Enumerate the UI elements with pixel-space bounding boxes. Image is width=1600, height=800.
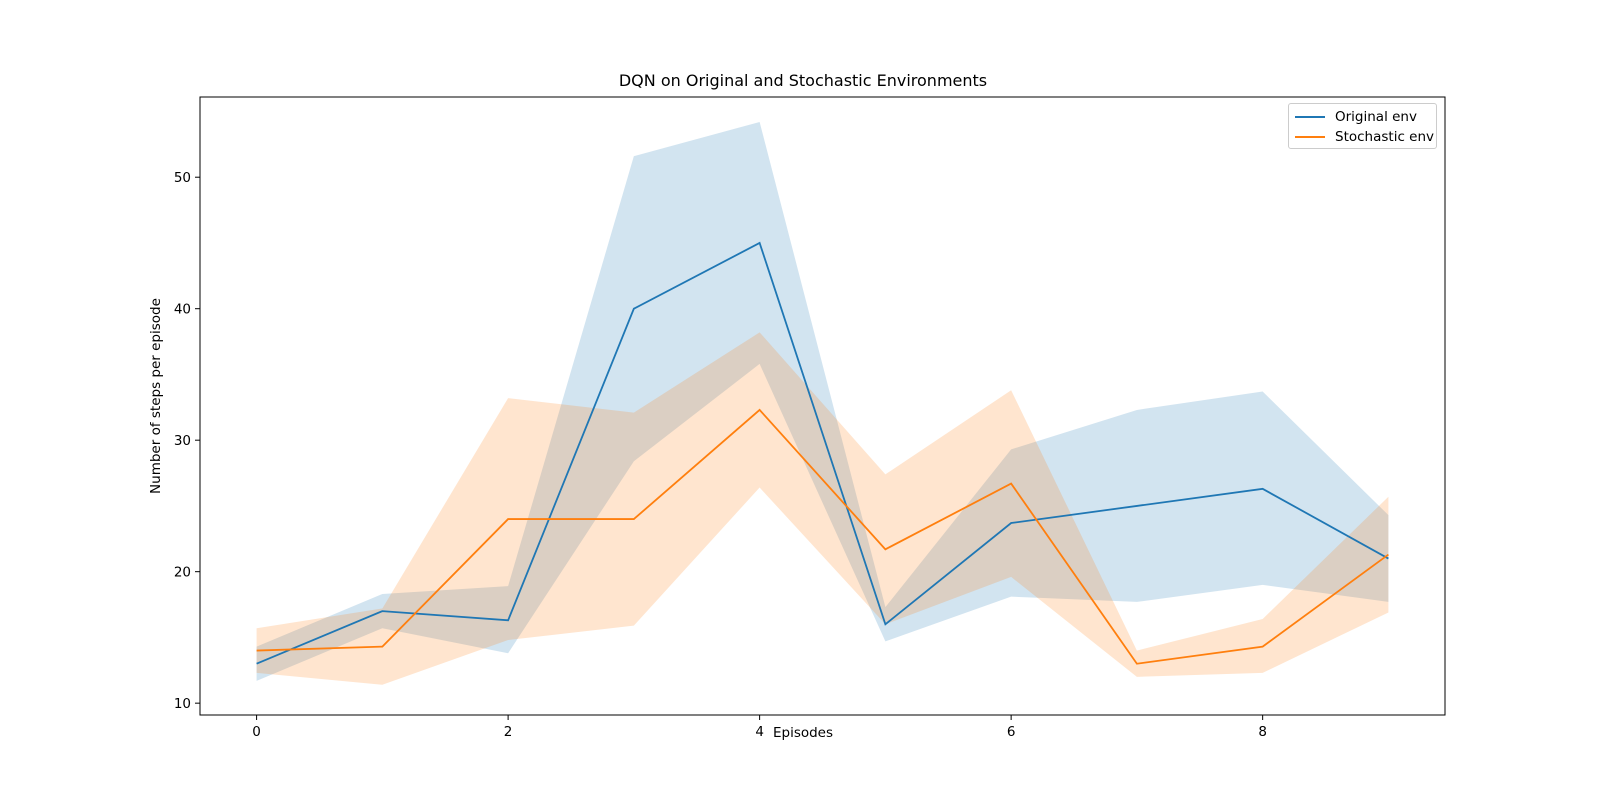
legend: Original env Stochastic env [1288, 103, 1437, 149]
legend-swatch-original [1295, 116, 1325, 118]
y-axis-label: Number of steps per episode [148, 298, 164, 494]
legend-item-original: Original env [1289, 107, 1417, 127]
y-tick-label: 10 [174, 696, 191, 712]
plot-frame [199, 96, 1446, 716]
y-tick-label: 50 [174, 170, 191, 186]
band-stochastic-env [256, 332, 1389, 685]
line-original-env [256, 241, 1389, 665]
y-tick-label: 40 [174, 302, 191, 318]
legend-swatch-stochastic [1295, 136, 1325, 138]
x-tick-label: 4 [755, 724, 764, 740]
x-tick-label: 2 [504, 724, 513, 740]
y-tick-label: 20 [174, 565, 191, 581]
x-axis-ticks: 0 2 4 6 8 [252, 715, 1267, 740]
y-tick-label: 30 [174, 433, 191, 449]
x-tick-label: 0 [252, 724, 261, 740]
x-tick-label: 6 [1007, 724, 1016, 740]
x-axis-label: Episodes [773, 725, 833, 741]
chart-title: DQN on Original and Stochastic Environme… [619, 71, 987, 90]
series-lines [256, 241, 1389, 665]
legend-label-stochastic: Stochastic env [1335, 129, 1435, 145]
legend-item-stochastic: Stochastic env [1289, 127, 1434, 147]
legend-label-original: Original env [1335, 109, 1417, 125]
confidence-bands [256, 121, 1389, 685]
x-tick-label: 8 [1258, 724, 1267, 740]
y-axis-ticks: 10 20 30 40 50 [174, 170, 200, 712]
line-stochastic-env [256, 408, 1389, 665]
